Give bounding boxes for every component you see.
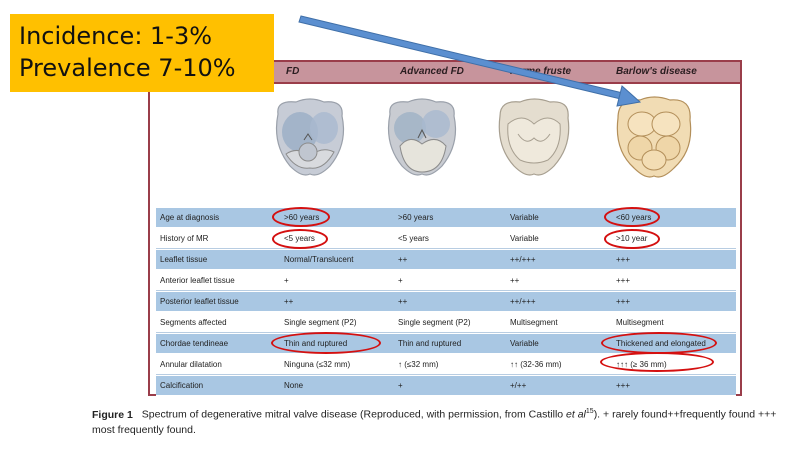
cell-barlows: ↑↑↑ (≥ 36 mm) (616, 360, 667, 369)
valve-illustration-forme-fruste (498, 98, 570, 176)
caption-italic: et al (566, 408, 586, 421)
incidence-prevalence-callout: Incidence: 1-3% Prevalence 7-10% (10, 14, 274, 92)
cell-barlows: +++ (616, 381, 631, 390)
caption-text-part2: ). + rarely found++frequently found +++ … (92, 408, 777, 436)
row-label: Annular dilatation (160, 360, 222, 369)
cell-fd: Ninguna (≤32 mm) (284, 360, 351, 369)
figure-table: FD Advanced FD Forme fruste Barlow's dis… (148, 60, 742, 396)
cell-forme-fruste: ++ (510, 276, 520, 285)
valve-illustration-fd (275, 98, 345, 176)
header-forme-fruste: Forme fruste (510, 66, 572, 77)
table-row-age-at-diagnosis: Age at diagnosis >60 years >60 years Var… (156, 208, 736, 228)
cell-fd: Normal/Translucent (284, 255, 354, 264)
cell-barlows: >10 year (616, 234, 648, 243)
cell-forme-fruste: ++/+++ (510, 255, 536, 264)
row-label: Anterior leaflet tissue (160, 276, 235, 285)
cell-advanced-fd: ↑ (≤32 mm) (398, 360, 439, 369)
caption-reference: 15 (585, 408, 594, 415)
cell-forme-fruste: +/++ (510, 381, 527, 390)
row-label: Age at diagnosis (160, 213, 220, 222)
caption-text-part1: Spectrum of degenerative mitral valve di… (141, 408, 567, 421)
cell-advanced-fd: + (398, 276, 403, 285)
header-fd: FD (286, 66, 300, 77)
cell-fd: Single segment (P2) (284, 318, 357, 327)
cell-advanced-fd: <5 years (398, 234, 429, 243)
row-label: Calcification (160, 381, 204, 390)
row-label: History of MR (160, 234, 209, 243)
cell-barlows: +++ (616, 276, 631, 285)
row-label: Segments affected (160, 318, 227, 327)
cell-advanced-fd: + (398, 381, 403, 390)
cell-forme-fruste: ++/+++ (510, 297, 536, 306)
figure-caption: Figure 1 Spectrum of degenerative mitral… (92, 404, 792, 438)
cell-barlows: +++ (616, 297, 631, 306)
cell-fd: <5 years (284, 234, 315, 243)
cell-advanced-fd: ++ (398, 297, 408, 306)
row-label: Leaflet tissue (160, 255, 208, 264)
cell-barlows: Multisegment (616, 318, 664, 327)
cell-forme-fruste: Variable (510, 213, 539, 222)
row-label: Posterior leaflet tissue (160, 297, 239, 306)
cell-forme-fruste: Multisegment (510, 318, 558, 327)
cell-barlows: <60 years (616, 213, 652, 222)
cell-advanced-fd: ++ (398, 255, 408, 264)
row-label: Chordae tendineae (160, 339, 229, 348)
cell-fd: Thin and ruptured (284, 339, 348, 348)
header-advanced-fd: Advanced FD (400, 66, 464, 77)
cell-advanced-fd: Single segment (P2) (398, 318, 471, 327)
table-row-leaflet-tissue: Leaflet tissue Normal/Translucent ++ ++/… (156, 250, 736, 270)
cell-forme-fruste: Variable (510, 234, 539, 243)
cell-fd: None (284, 381, 304, 390)
table-row-annular-dilatation: Annular dilatation Ninguna (≤32 mm) ↑ (≤… (156, 355, 736, 375)
table-row-calcification: Calcification None + +/++ +++ (156, 376, 736, 396)
table-row-posterior-leaflet-tissue: Posterior leaflet tissue ++ ++ ++/+++ ++… (156, 292, 736, 312)
cell-barlows: +++ (616, 255, 631, 264)
table-row-chordae-tendineae: Chordae tendineae Thin and ruptured Thin… (156, 334, 736, 354)
cell-fd: ++ (284, 297, 294, 306)
figure-label: Figure 1 (92, 408, 133, 421)
header-barlows: Barlow's disease (616, 66, 697, 77)
incidence-text: Incidence: 1-3% (19, 22, 213, 50)
valve-illustration-advanced-fd (387, 98, 457, 176)
table-row-segments-affected: Segments affected Single segment (P2) Si… (156, 313, 736, 333)
cell-forme-fruste: Variable (510, 339, 539, 348)
table-row-anterior-leaflet-tissue: Anterior leaflet tissue + + ++ +++ (156, 271, 736, 291)
cell-barlows: Thickened and elongated (616, 339, 706, 348)
cell-advanced-fd: >60 years (398, 213, 434, 222)
cell-forme-fruste: ↑↑ (32-36 mm) (510, 360, 562, 369)
cell-fd: + (284, 276, 289, 285)
prevalence-text: Prevalence 7-10% (19, 54, 236, 82)
valve-illustration-barlows (616, 96, 692, 178)
cell-advanced-fd: Thin and ruptured (398, 339, 462, 348)
cell-fd: >60 years (284, 213, 320, 222)
table-row-history-of-mr: History of MR <5 years <5 years Variable… (156, 229, 736, 249)
